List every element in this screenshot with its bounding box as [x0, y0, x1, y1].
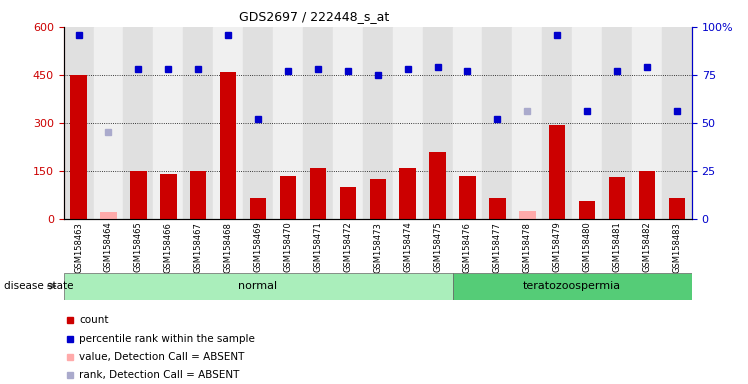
Bar — [370, 179, 386, 219]
Bar — [340, 187, 356, 219]
Bar — [453, 27, 482, 219]
Bar — [183, 27, 213, 219]
Bar — [280, 176, 296, 219]
Bar — [333, 27, 363, 219]
Bar — [542, 27, 572, 219]
Bar — [273, 27, 303, 219]
Text: GDS2697 / 222448_s_at: GDS2697 / 222448_s_at — [239, 10, 389, 23]
Bar — [519, 211, 536, 219]
Bar — [662, 27, 692, 219]
Bar — [639, 171, 655, 219]
Bar — [453, 273, 692, 300]
Bar — [459, 176, 476, 219]
Bar — [64, 273, 453, 300]
Bar — [632, 27, 662, 219]
Bar — [123, 27, 153, 219]
Text: teratozoospermia: teratozoospermia — [523, 281, 622, 291]
Text: value, Detection Call = ABSENT: value, Detection Call = ABSENT — [79, 352, 245, 362]
Text: percentile rank within the sample: percentile rank within the sample — [79, 334, 255, 344]
Bar — [64, 27, 94, 219]
Bar — [363, 27, 393, 219]
Bar — [243, 27, 273, 219]
Bar — [160, 174, 177, 219]
Bar — [393, 27, 423, 219]
Bar — [399, 168, 416, 219]
Bar — [94, 27, 123, 219]
Bar — [669, 198, 685, 219]
Text: rank, Detection Call = ABSENT: rank, Detection Call = ABSENT — [79, 370, 239, 380]
Bar — [70, 75, 87, 219]
Bar — [220, 72, 236, 219]
Bar — [482, 27, 512, 219]
Bar — [100, 212, 117, 219]
Bar — [190, 171, 206, 219]
Bar — [579, 201, 595, 219]
Bar — [609, 177, 625, 219]
Bar — [423, 27, 453, 219]
Text: normal: normal — [239, 281, 278, 291]
Bar — [572, 27, 602, 219]
Text: disease state: disease state — [4, 281, 73, 291]
Bar — [489, 198, 506, 219]
Bar — [549, 125, 565, 219]
Bar — [602, 27, 632, 219]
Bar — [512, 27, 542, 219]
Bar — [213, 27, 243, 219]
Text: count: count — [79, 315, 108, 325]
Bar — [310, 168, 326, 219]
Bar — [153, 27, 183, 219]
Bar — [303, 27, 333, 219]
Bar — [130, 171, 147, 219]
Bar — [250, 198, 266, 219]
Bar — [429, 152, 446, 219]
